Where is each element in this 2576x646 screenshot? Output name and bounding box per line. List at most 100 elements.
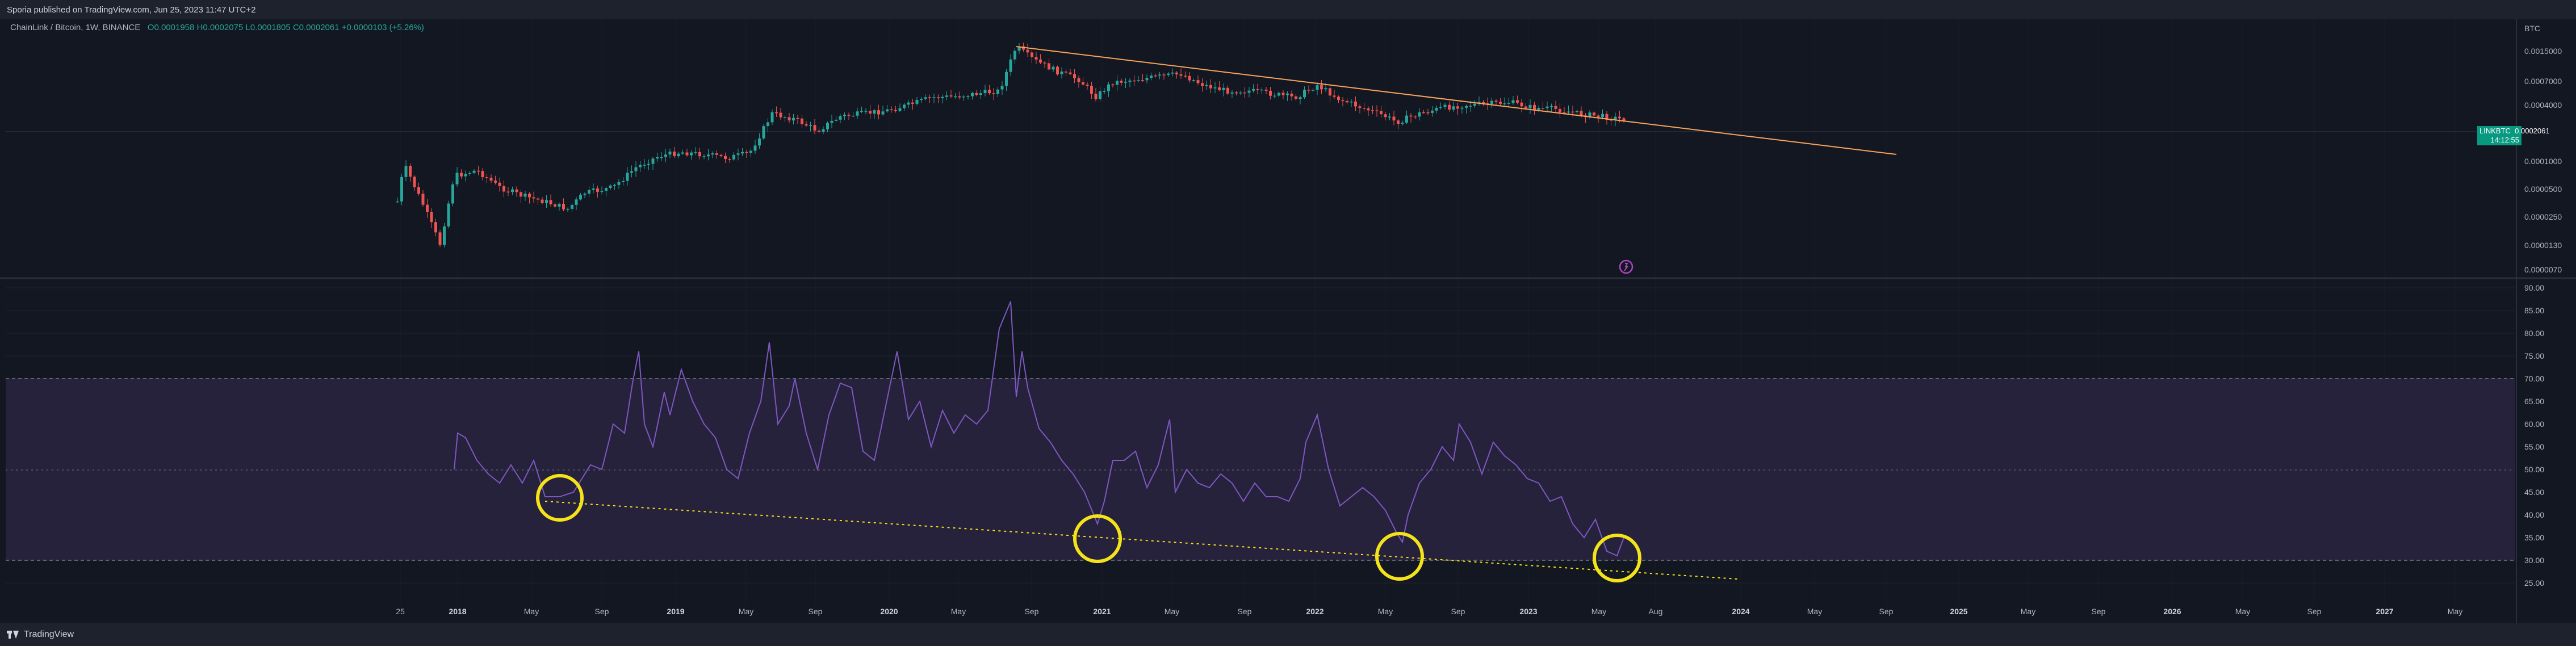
candle-body [1422,112,1425,114]
candle-body [630,171,633,173]
candle-body [1243,92,1246,94]
candle-body [626,173,629,181]
candle-body [1324,88,1327,90]
time-tick-label: Sep [1879,607,1894,616]
time-axis[interactable]: 25 2018 May Sep 2019 May Sep 2020 May Sep 2021 May S… [396,607,2462,616]
candle-body [1409,115,1413,117]
candle-body [515,189,518,192]
candle-body [801,118,803,124]
ohlc-values: O0.0001958 H0.0002075 L0.0001805 C0.0002… [147,23,424,32]
candle-body [920,99,923,100]
candle-body [1350,101,1353,103]
symbol-name[interactable]: ChainLink / Bitcoin, 1W, BINANCE [10,23,141,32]
candle-body [1077,78,1080,82]
rsi-tick-label: 25.00 [2524,578,2544,588]
candle-body [443,226,446,245]
candle-body [1354,101,1357,107]
candle-body [1367,108,1370,111]
candle-body [651,158,655,164]
candle-body [404,166,408,177]
candle-body [1465,106,1468,108]
time-tick-label: 2021 [1093,607,1111,616]
candle-body [1107,84,1110,91]
candle-body [1286,93,1289,95]
candle-body [430,212,433,223]
candle-body [1401,122,1404,124]
rsi-tick-label: 85.00 [2524,306,2544,315]
price-axis[interactable]: 0.0015000 0.0007000 0.0004000 0.0001000 0.00… [2524,47,2562,274]
price-tick-label: 0.0015000 [2524,47,2562,56]
rsi-tick-label: 90.00 [2524,283,2544,292]
rsi-tick-label: 55.00 [2524,442,2544,451]
candle-body [1384,114,1387,118]
time-tick-label: 2022 [1306,607,1323,616]
price-axis-unit: BTC [2524,24,2540,33]
price-trendline[interactable] [1016,46,1897,155]
time-tick-label: Sep [809,607,823,616]
candle-body [1448,104,1451,110]
rsi-tick-label: 50.00 [2524,465,2544,474]
candle-body [1005,72,1008,86]
candle-body [1486,103,1489,104]
rsi-tick-label: 45.00 [2524,488,2544,497]
candle-body [907,102,910,105]
candle-body [762,126,765,139]
symbol-info: ChainLink / Bitcoin, 1W, BINANCE O0.0001… [10,23,424,32]
rsi-axis[interactable]: 90.00 85.00 80.00 75.00 70.00 65.00 60.00 55.00… [2524,283,2544,588]
candle-body [494,181,497,183]
candle-body [1588,112,1591,118]
candle-body [958,96,961,98]
candle-body [971,93,974,97]
candle-body [903,104,906,108]
rsi-tick-label: 35.00 [2524,533,2544,542]
candle-body [1435,107,1438,111]
candle-body [639,165,642,167]
candle-body [1026,49,1029,53]
rsi-highlight-circle[interactable] [1375,532,1424,581]
candle-body [1542,108,1544,109]
candle-body [1201,83,1204,86]
candle-body [1188,75,1191,81]
time-tick-label: May [739,607,753,616]
candle-body [1043,62,1046,64]
candle-body [1511,100,1515,103]
candle-body [1524,106,1527,108]
candle-body [1090,86,1093,94]
candle-body [1375,110,1379,111]
candle-body [622,181,625,182]
candle-body [1167,73,1170,75]
candle-body [1150,75,1153,78]
candle-body [511,189,514,192]
candle-body [1252,89,1255,91]
candle-body [1622,118,1626,121]
candle-body [1099,91,1101,99]
candle-body [447,203,450,226]
candle-body [839,116,842,120]
rsi-highlight-circle[interactable] [1073,514,1122,563]
time-tick-label: 2027 [2376,607,2393,616]
candle-body [468,173,471,174]
candle-body [1593,112,1595,116]
rsi-highlight-circle[interactable] [536,474,584,522]
rsi-support-trendline[interactable] [544,501,1738,580]
candle-body [873,110,876,114]
rsi-highlight-circle[interactable] [1593,534,1641,582]
candle-body [1460,107,1464,109]
chart-canvas[interactable]: BTC 0.0015000 0.0007000 0.0004000 0.0001000… [0,19,2576,623]
candle-body [400,177,403,202]
candle-body [681,152,684,154]
candle-body [911,102,914,104]
rsi-tick-label: 30.00 [2524,556,2544,565]
tradingview-brand[interactable]: TradingView [7,630,74,640]
candle-body [890,109,893,110]
candle-body [711,153,714,155]
price-tick-label: 0.0000070 [2524,265,2562,274]
tradingview-logo-icon [7,631,19,639]
rsi-band [6,379,2515,560]
candle-body [1137,80,1140,81]
event-marker-icon[interactable] [1619,259,1633,274]
candle-body [1196,80,1200,83]
time-tick-label: May [951,607,966,616]
candle-body [1341,99,1344,101]
candle-body [898,108,902,111]
